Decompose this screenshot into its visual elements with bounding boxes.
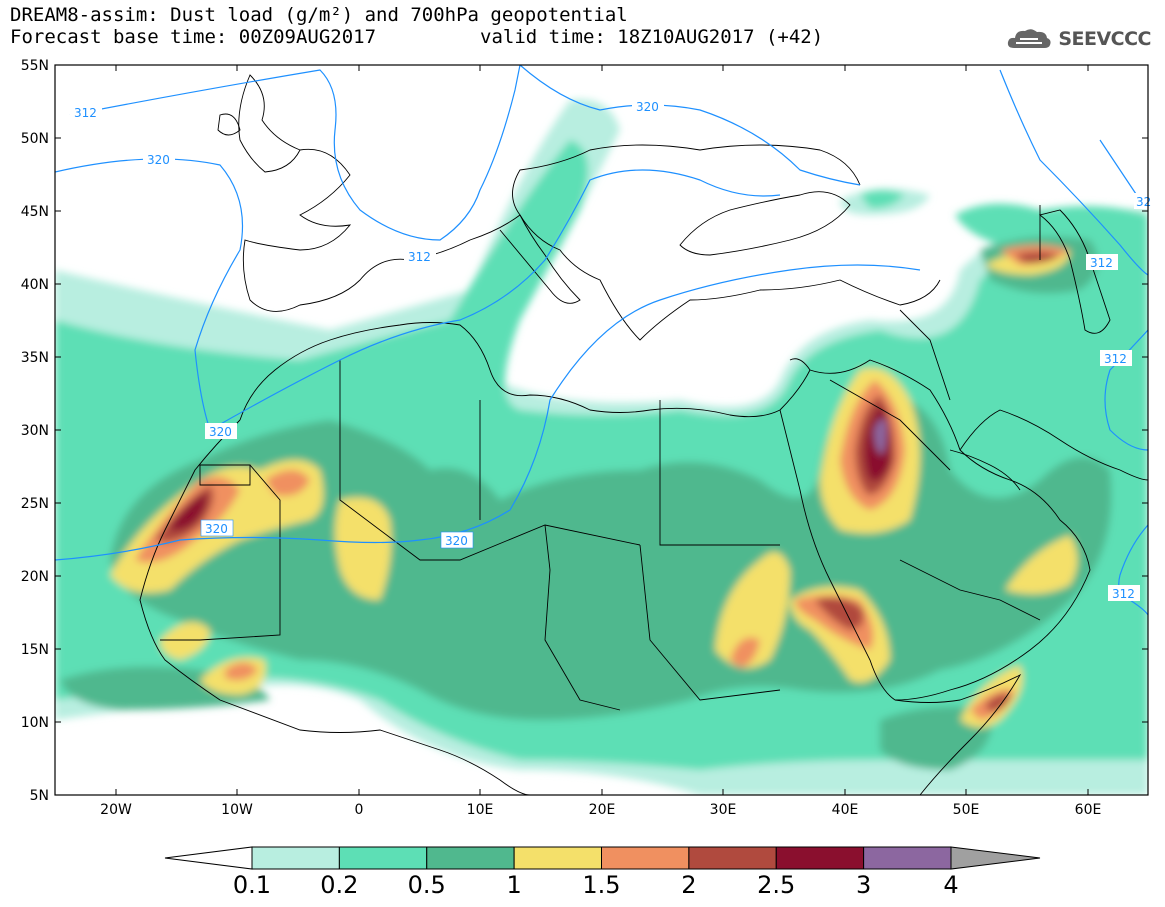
svg-text:320: 320 [147, 153, 170, 167]
coastlines [139, 74, 1148, 795]
colorbar-boxes [251, 846, 952, 870]
svg-text:32: 32 [1136, 195, 1151, 209]
forecast-base-time: Forecast base time: 00Z09AUG2017 [10, 26, 377, 48]
colorbar-label: 0.1 [233, 871, 271, 899]
lat-label: 55N [21, 58, 49, 74]
svg-text:320: 320 [445, 534, 468, 548]
svg-text:320: 320 [209, 425, 232, 439]
lon-label: 50E [953, 802, 980, 818]
longitude-labels: 20W 10W 0 10E 20E 30E 40E 50E 60E [100, 802, 1101, 818]
latitude-axis [55, 64, 1148, 796]
logo-text: SEEVCCC [1058, 28, 1151, 50]
colorbar: 0.1 0.2 0.5 1 1.5 2 2.5 3 4 [164, 846, 1041, 899]
colorbar-label: 1.5 [582, 871, 620, 899]
valid-time: valid time: 18Z10AUG2017 (+42) [480, 26, 824, 48]
lat-label: 15N [21, 642, 49, 658]
contour-label: 320 [143, 151, 175, 167]
lon-label: 0 [355, 802, 364, 818]
colorbar-over-arrow [950, 846, 1041, 870]
colorbar-swatch [863, 846, 952, 870]
svg-text:312: 312 [74, 106, 97, 120]
longitude-axis [115, 65, 1089, 795]
colorbar-swatch [338, 846, 428, 870]
contour-label: 320 [632, 98, 664, 114]
colorbar-swatch [426, 846, 515, 870]
contour-label: 312 [404, 248, 436, 264]
geopotential-contours [55, 65, 1148, 616]
lon-label: 20E [589, 802, 616, 818]
lat-label: 25N [21, 496, 49, 512]
colorbar-swatch [601, 846, 690, 870]
colorbar-label: 2 [681, 871, 696, 899]
svg-text:320: 320 [636, 100, 659, 114]
lon-label: 10W [221, 802, 253, 818]
colorbar-labels: 0.1 0.2 0.5 1 1.5 2 2.5 3 4 [233, 871, 959, 899]
svg-text:312: 312 [1112, 587, 1135, 601]
lat-label: 40N [21, 277, 49, 293]
colorbar-swatch [513, 846, 602, 870]
lat-label: 30N [21, 423, 49, 439]
colorbar-swatch [775, 846, 865, 870]
lon-label: 60E [1075, 802, 1102, 818]
svg-text:312: 312 [1090, 256, 1113, 270]
contour-label: 320 [440, 531, 474, 549]
colorbar-swatch [688, 846, 777, 870]
cloud-icon [1008, 29, 1051, 48]
colorbar-label: 3 [856, 871, 871, 899]
lat-label: 35N [21, 350, 49, 366]
colorbar-label: 0.5 [408, 871, 446, 899]
contour-label: 320 [205, 423, 237, 439]
colorbar-swatch [251, 846, 340, 870]
lon-label: 30E [710, 802, 737, 818]
lat-label: 10N [21, 715, 49, 731]
contour-label: 312 [70, 104, 102, 120]
colorbar-label: 1 [506, 871, 521, 899]
lon-label: 20W [100, 802, 132, 818]
svg-text:312: 312 [1104, 352, 1127, 366]
contour-label: 312 [1100, 350, 1132, 366]
colorbar-label: 0.2 [320, 871, 358, 899]
svg-text:312: 312 [408, 250, 431, 264]
colorbar-label: 4 [943, 871, 958, 899]
seevccc-logo: SEEVCCC [1006, 24, 1151, 54]
map-title: DREAM8-assim: Dust load (g/m²) and 700hP… [10, 4, 628, 26]
latitude-labels: 55N 50N 45N 40N 35N 30N 25N 20N 15N 10N … [21, 58, 49, 804]
lat-label: 45N [21, 204, 49, 220]
contour-labels: 312 320 312 320 320 320 320 312 312 312 … [70, 98, 1151, 601]
contour-label: 312 [1108, 585, 1140, 601]
svg-text:320: 320 [205, 522, 228, 536]
contour-label: 32 [1134, 193, 1151, 209]
contour-label: 312 [1086, 254, 1118, 270]
lat-label: 5N [30, 788, 49, 804]
contour-label: 320 [200, 519, 234, 537]
lat-label: 50N [21, 131, 49, 147]
colorbar-under-arrow [164, 846, 253, 870]
lon-label: 10E [467, 802, 494, 818]
lat-label: 20N [21, 569, 49, 585]
colorbar-label: 2.5 [757, 871, 795, 899]
lon-label: 40E [832, 802, 859, 818]
